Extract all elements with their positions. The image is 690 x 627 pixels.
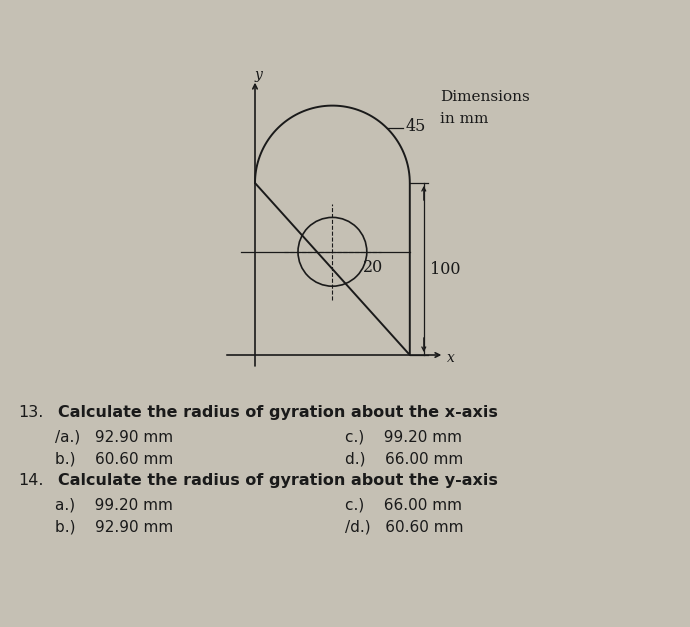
Text: c.)    66.00 mm: c.) 66.00 mm	[345, 498, 462, 513]
Text: /d.)   60.60 mm: /d.) 60.60 mm	[345, 519, 464, 534]
Text: Calculate the radius of gyration about the x-axis: Calculate the radius of gyration about t…	[58, 405, 498, 420]
Text: 13.: 13.	[18, 405, 43, 420]
Text: Dimensions: Dimensions	[440, 90, 529, 104]
Text: a.)    99.20 mm: a.) 99.20 mm	[55, 498, 173, 513]
Text: d.)    66.00 mm: d.) 66.00 mm	[345, 451, 463, 466]
Text: 100: 100	[430, 260, 460, 278]
Text: 45: 45	[405, 118, 426, 135]
Text: b.)    60.60 mm: b.) 60.60 mm	[55, 451, 173, 466]
Text: Calculate the radius of gyration about the y-axis: Calculate the radius of gyration about t…	[58, 473, 498, 488]
Text: 14.: 14.	[18, 473, 43, 488]
Text: in mm: in mm	[440, 112, 489, 127]
Text: b.)    92.90 mm: b.) 92.90 mm	[55, 519, 173, 534]
Text: x: x	[447, 351, 455, 365]
Text: y: y	[254, 68, 262, 82]
Text: 20: 20	[364, 259, 384, 276]
Text: c.)    99.20 mm: c.) 99.20 mm	[345, 430, 462, 445]
Text: /a.)   92.90 mm: /a.) 92.90 mm	[55, 430, 173, 445]
